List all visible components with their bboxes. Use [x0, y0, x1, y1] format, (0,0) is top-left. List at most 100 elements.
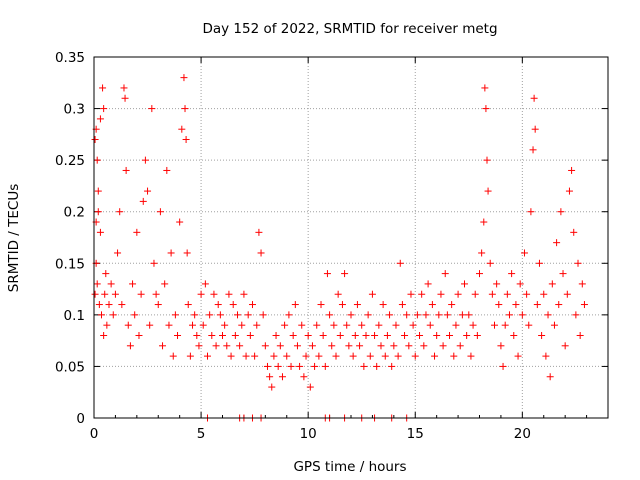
- data-point: [351, 331, 359, 339]
- data-point: [221, 321, 229, 329]
- data-point: [206, 311, 214, 319]
- data-point: [111, 290, 119, 298]
- data-point: [99, 84, 107, 92]
- data-point: [469, 321, 477, 329]
- data-point: [214, 301, 222, 309]
- data-point: [409, 321, 417, 329]
- data-point: [169, 352, 177, 360]
- data-point: [101, 290, 109, 298]
- data-point: [156, 208, 164, 216]
- data-point: [497, 342, 505, 350]
- data-point: [488, 290, 496, 298]
- data-point: [403, 311, 411, 319]
- data-point: [152, 290, 160, 298]
- data-point: [411, 352, 419, 360]
- data-point: [96, 228, 104, 236]
- data-point: [306, 383, 314, 391]
- data-point: [458, 311, 466, 319]
- data-point: [116, 208, 124, 216]
- data-point: [328, 342, 336, 350]
- data-point: [332, 352, 340, 360]
- data-point: [261, 342, 269, 350]
- data-point: [135, 331, 143, 339]
- data-point: [484, 187, 492, 195]
- data-point: [165, 321, 173, 329]
- data-point: [535, 259, 543, 267]
- data-point: [501, 321, 509, 329]
- data-point: [538, 331, 546, 339]
- data-point: [563, 290, 571, 298]
- data-point: [114, 249, 122, 257]
- data-point: [533, 301, 541, 309]
- data-point: [167, 249, 175, 257]
- data-point: [109, 311, 117, 319]
- data-point: [428, 301, 436, 309]
- data-point: [210, 290, 218, 298]
- data-point: [289, 331, 297, 339]
- data-point: [238, 321, 246, 329]
- data-point: [518, 311, 526, 319]
- data-point: [426, 321, 434, 329]
- data-point: [486, 259, 494, 267]
- data-points: [91, 74, 588, 422]
- data-point: [225, 290, 233, 298]
- data-point: [161, 280, 169, 288]
- data-point: [287, 362, 295, 370]
- data-point: [443, 311, 451, 319]
- data-point: [246, 331, 254, 339]
- data-point: [197, 290, 205, 298]
- x-tick-label: 15: [407, 426, 424, 442]
- data-point: [405, 342, 413, 350]
- data-point: [281, 321, 289, 329]
- data-point: [93, 280, 101, 288]
- data-point: [437, 290, 445, 298]
- data-point: [499, 362, 507, 370]
- data-point: [139, 197, 147, 205]
- data-point: [398, 301, 406, 309]
- data-point: [416, 331, 424, 339]
- data-point: [293, 342, 301, 350]
- data-point: [91, 136, 99, 144]
- data-point: [358, 321, 366, 329]
- data-point: [493, 280, 501, 288]
- y-tick-label: 0: [76, 411, 85, 427]
- data-point: [548, 280, 556, 288]
- data-point: [362, 331, 370, 339]
- data-point: [578, 280, 586, 288]
- data-point: [93, 156, 101, 164]
- data-point: [178, 125, 186, 133]
- data-point: [120, 84, 128, 92]
- data-point: [341, 270, 349, 278]
- data-point: [373, 362, 381, 370]
- data-point: [435, 311, 443, 319]
- data-point: [240, 290, 248, 298]
- data-point: [544, 311, 552, 319]
- data-point: [379, 301, 387, 309]
- data-point: [141, 156, 149, 164]
- data-point: [216, 311, 224, 319]
- data-point: [441, 270, 449, 278]
- data-point: [366, 352, 374, 360]
- data-point: [452, 321, 460, 329]
- data-point: [323, 270, 331, 278]
- data-point: [463, 331, 471, 339]
- data-point: [181, 105, 189, 113]
- data-point: [574, 259, 582, 267]
- data-point: [356, 342, 364, 350]
- data-point: [461, 280, 469, 288]
- data-point: [191, 311, 199, 319]
- data-point: [490, 321, 498, 329]
- data-point: [274, 362, 282, 370]
- data-point: [418, 290, 426, 298]
- data-point: [353, 301, 361, 309]
- data-point: [345, 342, 353, 350]
- y-axis-ticks: 0 0.05 0.1 0.15 0.2 0.25 0.3 0.35: [55, 50, 608, 427]
- data-point: [313, 321, 321, 329]
- data-point: [471, 290, 479, 298]
- data-point: [450, 352, 458, 360]
- data-point: [512, 301, 520, 309]
- x-tick-label: 20: [514, 426, 531, 442]
- data-point: [126, 342, 134, 350]
- data-point: [236, 342, 244, 350]
- data-point: [276, 342, 284, 350]
